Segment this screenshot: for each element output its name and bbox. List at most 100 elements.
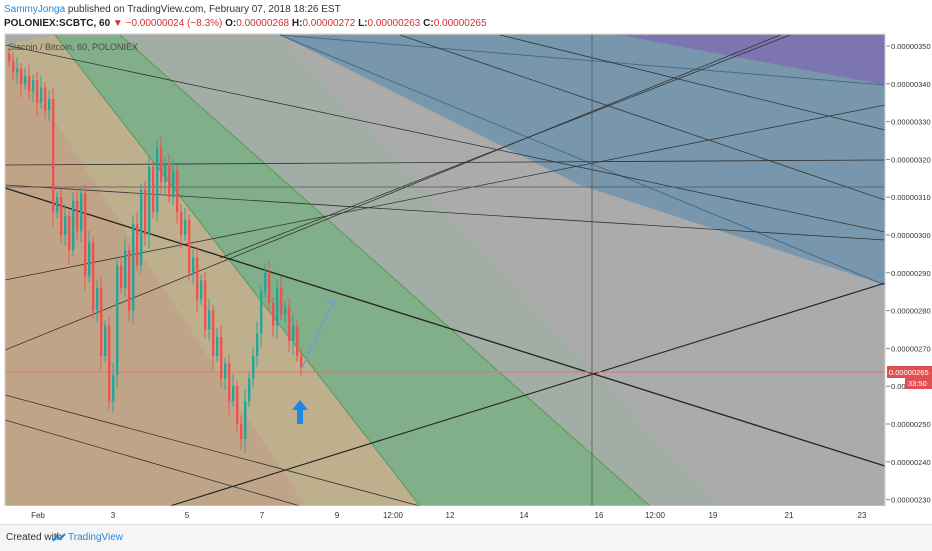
created-with-text: Created with [6,532,63,543]
chart-watermark: Siacoin / Bitcoin, 60, POLONIEX [8,42,138,52]
price-tick-label: 0.00000290 [891,269,931,278]
candle-body [140,189,143,266]
trend-line [219,34,791,259]
fan-line [279,34,885,286]
candle-body [104,325,107,356]
candle-body [108,325,111,402]
candle-body [8,53,11,62]
candle-body [224,363,227,379]
candle-body [92,242,95,311]
candle-body [276,287,279,326]
candle-body [120,265,123,288]
high-value: 0.00000272 [302,18,356,29]
candle-body [60,197,63,235]
time-tick-label: 16 [595,511,604,520]
published-text: published on TradingView.com, February 0… [67,4,341,15]
trend-line [399,34,885,201]
candle-body [228,363,231,402]
time-tick-label: 19 [709,511,718,520]
candle-body [296,325,299,356]
footer: Created with TradingView [0,524,932,551]
trend-line [5,104,885,281]
last-price-label [887,366,932,378]
candle-body [284,306,287,315]
candle-body [300,355,303,368]
time-tick-label: 3 [111,511,116,520]
price-tick-label: 0.00000240 [891,458,931,467]
candle-body [84,193,87,277]
candle-body [292,325,295,341]
candle-body [48,98,51,111]
candle-body [204,280,207,330]
candle-body [72,200,75,251]
time-tick-label: 9 [335,511,340,520]
time-tick-label: 12:00 [645,511,666,520]
fan-yellow-band [5,35,420,506]
candle-body [268,272,271,304]
price-tick-label: 0.00000270 [891,344,931,353]
trend-line [5,419,301,506]
candle-body [272,303,275,326]
candle-body [220,337,223,379]
price-axis[interactable] [886,34,932,506]
candle-body [168,163,171,198]
price-tick-label: 0.00000350 [891,42,931,51]
candle-body [32,80,35,92]
trend-line [169,282,885,506]
symbol-name[interactable]: POLONIEX:SCBTC, 60 [4,18,111,29]
time-tick-label: Feb [31,511,45,520]
candle-body [264,272,267,292]
candle-body [192,257,195,273]
fan-violet-band [620,35,885,85]
candle-body [68,216,71,251]
candles [8,47,303,453]
close-value: 0.00000265 [433,18,487,29]
candle-body [172,170,175,198]
publish-info: SammyJonga published on TradingView.com,… [4,4,341,16]
candle-body [76,200,79,232]
price-tick-label: 0.00000320 [891,155,931,164]
candle-body [36,80,39,103]
candle-body [132,223,135,311]
trend-line [5,44,885,233]
price-tick-label: 0.00000250 [891,420,931,429]
fan-green-band-outer [120,35,720,506]
candle-body [12,61,15,73]
trend-line [5,187,885,467]
countdown-label [905,378,932,389]
price-tick-label: 0.00000300 [891,231,931,240]
candle-body [212,310,215,356]
candle-body [160,148,163,183]
tradingview-logo-icon [52,533,66,542]
candle-body [88,242,91,277]
close-label: C: [423,18,434,29]
up-arrow-icon [292,400,308,424]
candle-body [164,163,167,183]
candle-body [184,219,187,235]
candle-body [100,287,103,356]
projection-arrow [301,299,335,369]
candle-body [232,386,235,402]
trend-line [5,394,421,506]
candle-body [124,250,127,288]
time-tick-label: 5 [185,511,190,520]
time-tick-label: 7 [260,511,265,520]
candle-body [24,76,27,84]
open-label: O: [225,18,237,29]
candle-body [148,166,151,235]
candle-body [244,401,247,440]
candle-body [236,386,239,424]
time-tick-label: 12 [446,511,455,520]
author-link[interactable]: SammyJonga [4,4,66,15]
tradingview-link[interactable]: TradingView [68,532,124,543]
countdown-value: 33:50 [908,379,927,388]
time-tick-label: 21 [785,511,794,520]
candle-body [180,212,183,235]
time-axis[interactable] [0,506,886,524]
fan-line [119,34,651,506]
candle-body [116,265,119,375]
candle-body [240,424,243,440]
candle-body [144,189,147,235]
fan-green-band [55,35,650,506]
